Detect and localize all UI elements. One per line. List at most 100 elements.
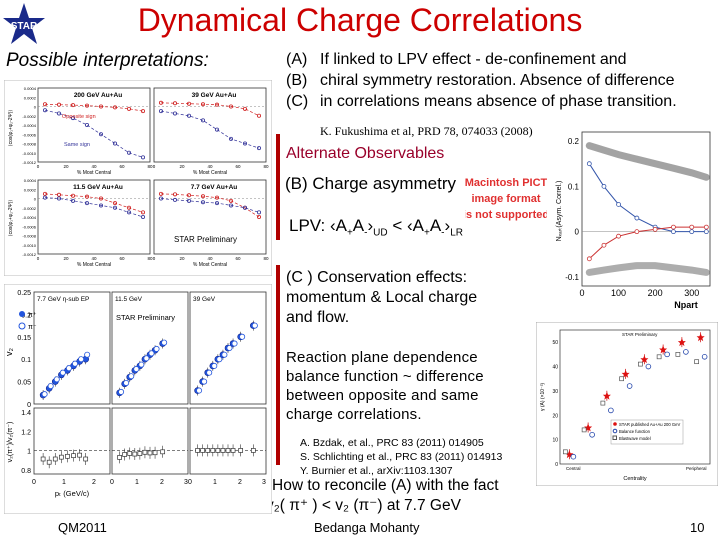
v2-point-piminus [143,355,150,362]
star-logo-text: STAR [11,21,38,32]
x-tick-label: 20 [63,256,69,261]
y-tick-label: -0.0002 [22,206,36,211]
lpv-formula: LPV: ‹A+A-›UD < ‹A+A-›LR [289,216,463,239]
asym-point [601,183,607,189]
v2-point-piminus [239,333,246,340]
correlation-point [127,205,132,210]
correlation-point [140,109,145,114]
y-tick-label: -0.0002 [22,114,36,119]
v2-panel-label: 11.5 GeV [115,296,143,303]
asym-point [671,229,676,235]
v2-x-tick-label: 1 [62,479,66,486]
v2-point-piminus [118,388,125,395]
legend-piplus: π⁺ [28,312,37,319]
x-tick-label: 60 [235,256,241,261]
asym-y-tick-label: 0 [575,228,580,237]
correlation-point [242,106,247,111]
v2-point-piminus [138,361,145,368]
v2-x-tick-label: 3 [184,479,188,486]
footer-page-number: 10 [690,520,705,535]
asym-plot-area [581,131,711,287]
v2-x-tick-label: 1 [135,479,139,486]
correlation-series-line [160,198,260,213]
correlation-point [186,101,191,106]
balance-x-axis-label: Centrality [623,476,646,482]
balance-star-point [677,338,686,347]
v2-point-piminus [84,351,91,358]
correlation-point [172,197,177,202]
balance-y-tick-label: 0 [555,462,558,468]
correlation-point [214,195,219,200]
ratio-point [225,448,231,453]
correlation-series-line [160,193,260,218]
conservation-effects-text: (C ) Conservation effects: momentum & Lo… [286,269,478,326]
y-axis-label-top: ⟨cos(φ₁+φ₂-2Ψ)⟩ [8,110,14,147]
v2-point-piminus [59,369,66,376]
correlation-point [85,201,90,206]
y-axis-label-bottom: ⟨cos(φ₁+φ₂-2Ψ)⟩ [8,200,14,237]
asym-point [689,229,695,235]
y-tick-label: 0.0004 [24,86,37,91]
correlation-panel-label: 200 GeV Au+Au [74,92,122,99]
ratio-y-axis-label: v₂(π⁺)/v₂(π⁻) [7,422,14,463]
ratio-point [65,453,70,459]
balance-function-point [664,351,670,358]
ratio-y-tick-label: 0.8 [21,468,31,475]
interpretation-c: (C) in correlations means absence of phas… [286,93,677,110]
y-tick-label: -0.0004 [22,123,36,128]
x-tick-label: 0 [37,164,40,169]
correlation-point [43,108,48,113]
legend-marker-star-published [613,422,617,426]
ratio-point [147,450,153,456]
correlation-point [71,103,76,108]
balance-function-point [589,431,595,438]
y-tick-label: -0.0008 [22,142,36,147]
correlation-point [71,116,76,121]
v2-frame [4,284,272,514]
v2-point-piminus [41,391,48,398]
correlation-point [113,105,118,110]
pict-line-1: Macintosh PICT [465,177,547,189]
x-tick-label: 0 [153,256,156,261]
ratio-point [152,450,158,456]
v2-x-tick-label: 0 [32,479,36,486]
v2-point-piminus [221,351,228,358]
balance-function-point [683,349,689,355]
v2-point-piminus [231,340,238,347]
star-logo: STAR [3,3,45,44]
asym-x-tick-label: 200 [648,288,663,298]
correlation-point [113,205,118,210]
balance-star-point [621,369,630,378]
balance-function-point [626,383,633,389]
ratio-point [250,448,256,453]
v2-panel-label: 7.7 GeV η-sub EP [37,296,89,303]
correlation-point [242,205,247,210]
v2-x-tick-label: 2 [238,479,242,486]
correlation-point [99,196,104,201]
v2-point-piminus [216,356,223,363]
x-axis-label: % Most Central [77,170,111,176]
v2-panel-label: 39 GeV [193,296,216,303]
v2-ratio-panel-frame [111,407,189,475]
v2-point-piminus [251,322,258,329]
v2-point-piminus [211,362,218,369]
asym-y-tick-label: -0.1 [565,273,579,282]
legend-marker-blastwave [612,435,617,440]
v2-y-tick-label: 0.1 [21,357,31,364]
legend-marker-balance [612,428,618,434]
v2-point-piminus [226,345,233,352]
asym-point [652,226,658,232]
asym-series-line [588,163,707,233]
y-tick-label: -0.0008 [22,234,36,239]
star-logo-shape [3,3,45,44]
reaction-plane-text: Reaction plane dependence balance functi… [286,349,484,423]
ratio-point [40,456,46,462]
balance-star-point [640,355,649,364]
correlation-point [172,101,177,106]
correlation-panel-label: 7.7 GeV Au+Au [191,184,238,191]
balance-plot-area [559,329,711,465]
asym-point [616,202,621,207]
correlation-point [214,127,219,132]
correlation-point [113,201,118,206]
x-tick-label: 80 [147,256,153,261]
